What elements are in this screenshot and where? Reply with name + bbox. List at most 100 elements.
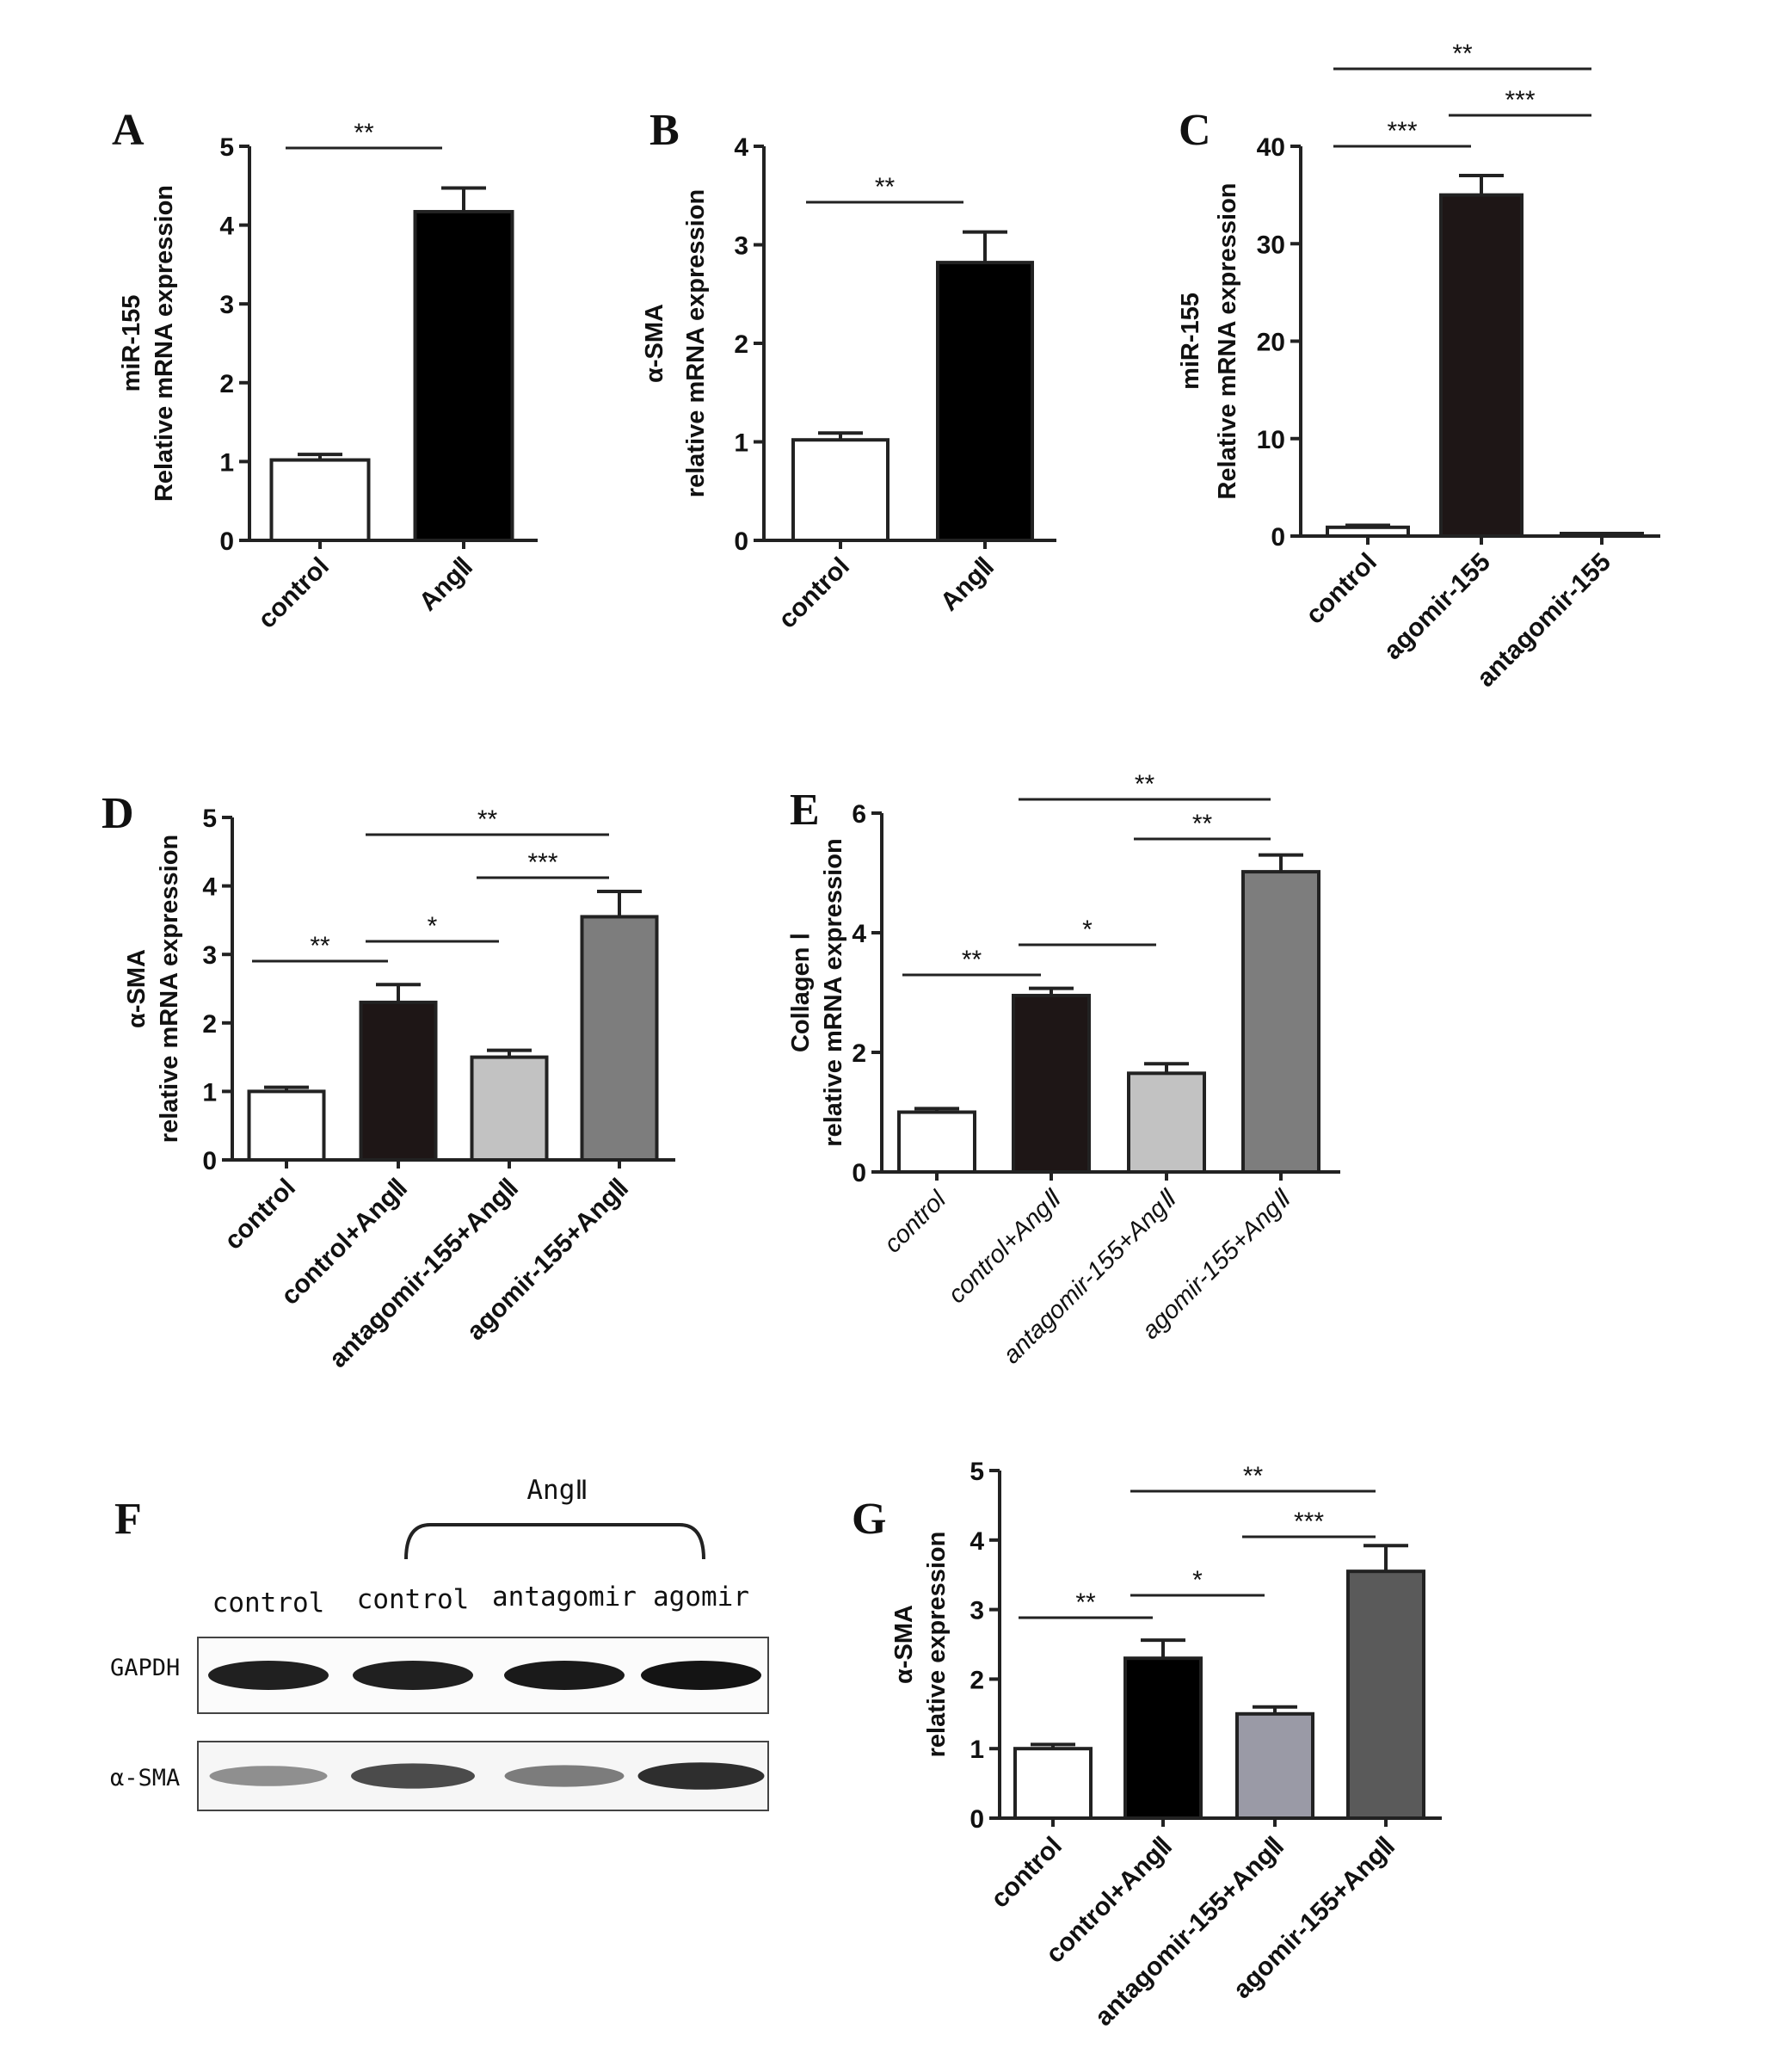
blot-lane-label-4: agomir: [653, 1582, 749, 1613]
y-tick-label: 3: [219, 291, 234, 319]
significance-label: ***: [1387, 117, 1417, 145]
significance-label: *: [428, 912, 438, 940]
y-tick-label: 2: [219, 370, 234, 398]
significance-label: **: [1243, 1462, 1264, 1490]
chart-c: 0 10 20 30 40 miR-155 Relative mRNA expression…: [1177, 40, 1660, 693]
western-blot: AngⅡ control control antagomir agomir GA…: [110, 1475, 769, 1811]
panel-letter-e: E: [790, 786, 820, 835]
y-tick-label: 20: [1257, 329, 1285, 357]
y-tick-label: 0: [1271, 523, 1285, 552]
bar: [247, 1089, 326, 1162]
y-axis-label: Relative mRNA expression: [1214, 182, 1241, 499]
y-axis-label: α-SMA: [890, 1605, 918, 1684]
blot-band: [641, 1661, 761, 1690]
y-tick-label: 0: [219, 527, 234, 556]
blot-strip-asma: [197, 1741, 769, 1811]
chart-b: 0 1 2 3 4 α-SMA relative mRNA expression contro…: [641, 133, 1056, 634]
bar: [1127, 1071, 1206, 1174]
chart-d: 0 1 2 3 4 5 α-SMA relative mRNA expression contr…: [123, 805, 675, 1373]
blot-band: [637, 1762, 765, 1790]
panel-letter-c: C: [1179, 106, 1211, 155]
blot-band: [209, 1766, 328, 1786]
x-tick-label: agomir-155: [1378, 548, 1496, 666]
y-axis-label: miR-155: [118, 295, 145, 392]
blot-lane-label-1: control: [212, 1588, 325, 1619]
significance-label: **: [962, 946, 982, 974]
panel-letter-f: F: [114, 1495, 142, 1544]
y-tick-label: 4: [970, 1527, 984, 1556]
y-tick-label: 1: [219, 448, 234, 477]
significance-label: **: [1192, 810, 1213, 838]
y-tick-label: 1: [970, 1736, 984, 1764]
y-tick-label: 5: [219, 133, 234, 162]
blot-band: [351, 1763, 475, 1789]
y-tick-label: 40: [1257, 133, 1285, 162]
x-tick-label: control: [1301, 548, 1382, 630]
blot-row-label-gapdh: GAPDH: [110, 1655, 180, 1681]
panel-letter-g: G: [852, 1495, 886, 1544]
y-tick-label: 0: [202, 1147, 217, 1175]
significance-label: **: [1075, 1588, 1096, 1617]
x-tick-label: antagomir-155+AngⅡ: [324, 1174, 524, 1373]
y-axis-label: relative mRNA expression: [820, 838, 847, 1146]
bar: [580, 915, 659, 1162]
y-tick-label: 3: [202, 941, 217, 970]
x-tick-label: control: [879, 1185, 952, 1258]
y-tick-label: 1: [202, 1078, 217, 1107]
y-tick-label: 10: [1257, 426, 1285, 454]
blot-row-label-asma: α-SMA: [110, 1765, 180, 1791]
significance-label: **: [310, 932, 330, 960]
y-tick-label: 4: [202, 873, 217, 902]
x-tick-label: AngⅡ: [414, 552, 478, 617]
x-tick-label: control: [986, 1832, 1068, 1914]
bar: [1326, 525, 1410, 538]
y-tick-label: 2: [202, 1010, 217, 1039]
y-axis-label: Relative mRNA expression: [151, 185, 178, 502]
significance-label: **: [1135, 770, 1155, 799]
significance-label: **: [1452, 40, 1473, 68]
bar: [1235, 1711, 1314, 1821]
y-tick-label: 4: [852, 920, 866, 948]
x-tick-label: control: [253, 552, 335, 634]
panel-letter-a: A: [112, 106, 145, 155]
blot-band: [353, 1661, 473, 1690]
bar: [413, 210, 514, 542]
y-tick-label: 2: [852, 1039, 866, 1068]
y-tick-label: 4: [219, 213, 234, 241]
significance-label: **: [477, 805, 498, 834]
y-tick-label: 30: [1257, 231, 1285, 259]
x-tick-label: control: [773, 552, 855, 634]
y-tick-label: 4: [734, 133, 748, 162]
x-tick-label: AngⅡ: [935, 552, 1000, 617]
x-tick-label: control+AngⅡ: [943, 1184, 1068, 1309]
bar: [1012, 993, 1091, 1174]
significance-label: *: [1192, 1566, 1203, 1594]
bar: [791, 438, 890, 542]
significance-label: ***: [1294, 1508, 1324, 1536]
bar: [269, 458, 371, 542]
bar: [1241, 870, 1320, 1174]
y-axis-label: α-SMA: [641, 304, 668, 383]
y-tick-label: 6: [852, 800, 866, 829]
x-tick-label: control: [219, 1174, 301, 1255]
y-axis-label: miR-155: [1177, 293, 1204, 390]
blot-band: [208, 1661, 329, 1690]
significance-label: ***: [1505, 86, 1535, 114]
bar: [936, 261, 1034, 542]
y-tick-label: 0: [852, 1159, 866, 1187]
bar: [470, 1055, 549, 1162]
y-tick-label: 5: [970, 1458, 984, 1486]
bar: [1439, 193, 1524, 538]
y-tick-label: 3: [970, 1597, 984, 1625]
y-axis-label: Collagen Ⅰ: [787, 933, 815, 1052]
panel-letter-d: D: [102, 789, 134, 838]
y-axis-label: relative mRNA expression: [682, 189, 710, 497]
panel-letter-b: B: [649, 106, 680, 155]
bar: [1346, 1569, 1425, 1821]
y-tick-label: 1: [734, 429, 748, 458]
y-axis-label: relative expression: [923, 1532, 951, 1758]
y-axis-label: α-SMA: [123, 949, 151, 1028]
